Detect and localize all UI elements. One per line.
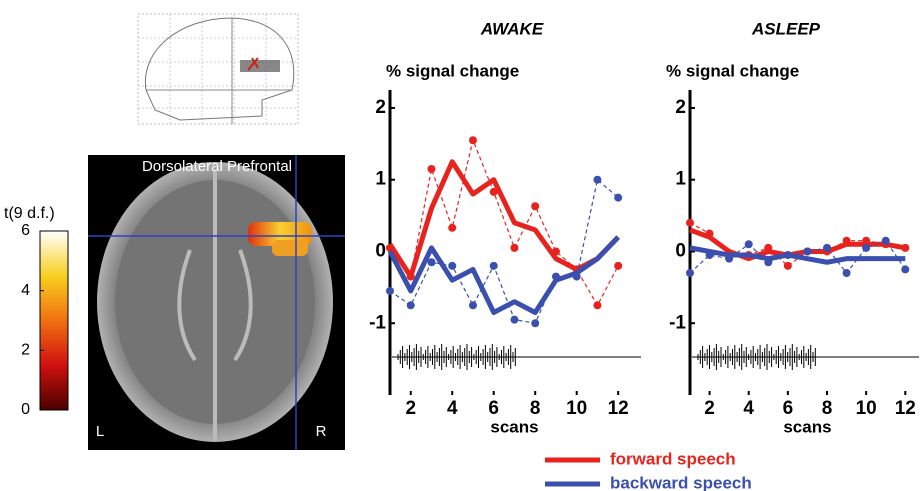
y-tick-label: -1: [369, 312, 386, 333]
y-tick-label: -1: [669, 312, 686, 333]
legend-label: backward speech: [610, 473, 752, 491]
y-tick-label: 0: [375, 240, 386, 261]
observed-point: [842, 269, 851, 277]
glass-brain: [137, 13, 299, 125]
x-tick-label: 12: [895, 398, 916, 419]
observed-point: [686, 218, 694, 227]
x-tick-label: 6: [488, 398, 499, 419]
x-tick-label: 2: [704, 398, 715, 419]
x-axis-label: scans: [783, 417, 831, 436]
y-tick-label: 1: [375, 169, 386, 190]
y-axis-label: % signal change: [386, 61, 519, 80]
observed-point: [448, 223, 457, 232]
observed-point: [406, 301, 415, 310]
observed-point: [614, 261, 623, 270]
x-tick-label: 10: [566, 398, 587, 419]
observed-point: [531, 319, 540, 328]
colorbar-tick-label: 4: [21, 282, 30, 299]
observed-point: [823, 243, 832, 252]
observed-point: [489, 187, 498, 196]
observed-point: [744, 240, 753, 249]
observed-point: [783, 261, 792, 270]
x-tick-label: 4: [447, 398, 458, 419]
fitted-line: [689, 245, 906, 265]
left-label: L: [96, 423, 104, 440]
colorbar-tick-label: 0: [21, 401, 30, 418]
observed-point: [427, 258, 436, 267]
observed-point: [427, 164, 436, 173]
observed-point: [489, 261, 498, 270]
right-label: R: [316, 423, 327, 440]
x-tick-label: 10: [856, 398, 877, 419]
chart-title: ASLEEP: [751, 19, 821, 38]
image-title: Dorsolateral Prefrontal: [142, 158, 292, 175]
fitted-line: [387, 235, 620, 315]
y-tick-label: 1: [675, 169, 686, 190]
observed-point: [686, 269, 694, 277]
observed-point: [468, 136, 477, 145]
observed-point: [881, 236, 890, 245]
y-tick-label: 2: [675, 97, 686, 118]
observed-point: [862, 243, 871, 252]
colorbar: [39, 230, 69, 411]
chart-title: AWAKE: [480, 19, 544, 38]
colorbar-title: t(9 d.f.): [4, 205, 55, 222]
observed-point: [448, 261, 457, 270]
x-tick-label: 8: [822, 398, 833, 419]
observed-point: [386, 286, 394, 295]
observed-line: [389, 138, 619, 307]
brain-slice: Dorsolateral Prefrontal L R: [88, 155, 345, 450]
observed-point: [510, 243, 519, 252]
observed-line: [389, 178, 619, 324]
observed-point: [593, 175, 602, 184]
x-tick-label: 6: [783, 398, 794, 419]
observed-point: [468, 301, 477, 310]
observed-point: [803, 247, 812, 256]
observed-point: [510, 315, 519, 324]
x-tick-label: 12: [608, 398, 629, 419]
y-tick-label: 0: [675, 240, 686, 261]
legend-label: forward speech: [610, 449, 736, 468]
observed-point: [593, 301, 602, 310]
x-tick-label: 4: [743, 398, 754, 419]
x-tick-label: 8: [530, 398, 541, 419]
observed-point: [614, 193, 623, 202]
y-axis-label: % signal change: [666, 61, 799, 80]
colorbar-tick-label: 2: [21, 342, 30, 359]
x-tick-label: 2: [405, 398, 416, 419]
observed-point: [901, 265, 910, 274]
x-axis-label: scans: [490, 417, 538, 436]
colorbar-tick-label: 6: [21, 222, 30, 239]
y-tick-label: 2: [375, 97, 386, 118]
observed-point: [531, 202, 540, 211]
